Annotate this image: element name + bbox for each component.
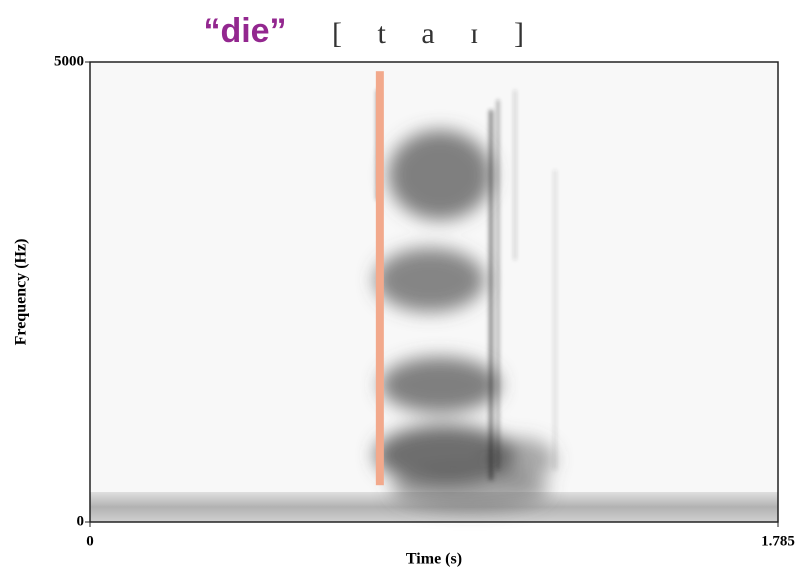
x-axis-label: Time (s) [406, 551, 462, 568]
x-tick-label: 1.785 [761, 533, 795, 549]
x-tick-label: 0 [86, 533, 94, 549]
page: “die” [ t a ɪ ] Time (s) Frequency (Hz) … [0, 0, 806, 579]
y-tick-label: 0 [77, 513, 85, 529]
title: “die” [203, 12, 286, 50]
y-axis-label: Frequency (Hz) [13, 239, 30, 346]
y-tick-label: 5000 [54, 53, 84, 69]
chart: “die” [ t a ɪ ] Time (s) Frequency (Hz) … [0, 0, 806, 579]
transcription: [ t a ɪ ] [332, 17, 538, 50]
spectrogram [90, 62, 778, 522]
burst-marker [376, 71, 384, 485]
